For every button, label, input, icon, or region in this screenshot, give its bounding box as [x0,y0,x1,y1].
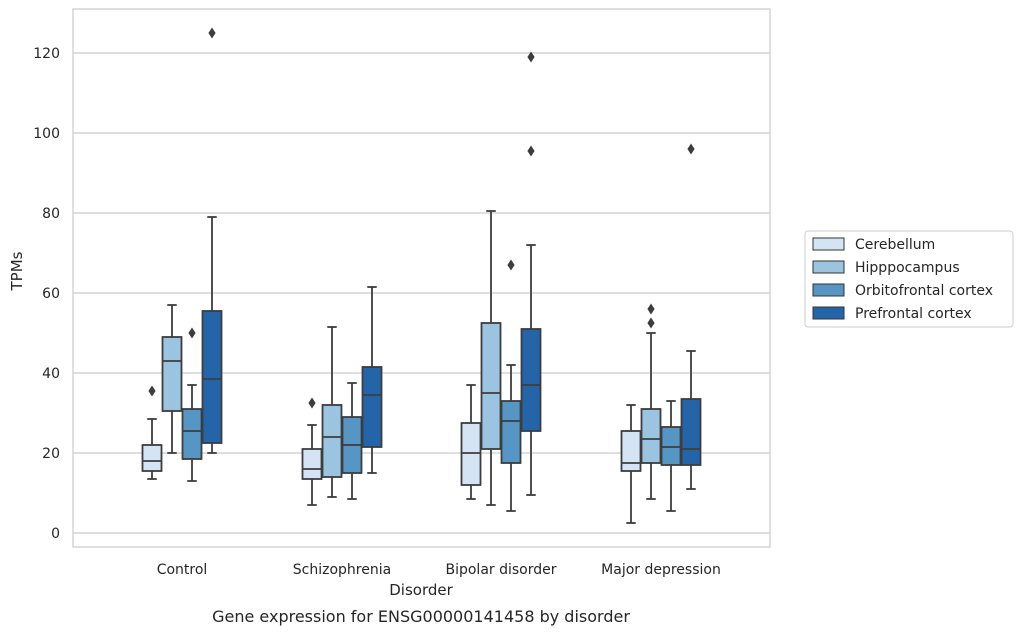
y-tick-label-3: 60 [42,286,60,302]
legend-swatch [812,283,845,297]
box-0-2 [181,327,203,482]
iqr-box [361,366,383,448]
y-tick-label-1: 20 [42,446,60,462]
legend-swatch [812,306,845,320]
box-2-2 [500,259,522,512]
y-tick-labels: 0 20 40 60 80 100 120 [33,46,60,542]
outlier-0 [527,145,535,157]
box-3-2 [660,400,682,512]
iqr-box [141,444,163,472]
iqr-box [321,404,343,478]
x-axis-label: Disorder [389,581,453,599]
box-3-0 [620,404,642,524]
x-tick-label-0: Control [157,562,208,578]
x-tick-label-3: Major depression [601,562,721,578]
iqr-box [660,426,682,466]
y-tick-label-2: 40 [42,366,60,382]
box-2-3 [520,51,542,496]
y-tick-label-0: 0 [51,526,60,542]
iqr-box [520,328,542,432]
legend-item-0: Cerebellum [812,237,935,253]
box-3-3 [680,143,702,490]
outlier-0 [188,327,196,339]
outlier-0 [208,27,216,39]
box-1-0 [301,397,323,506]
plot-frame [72,8,771,548]
iqr-box [680,398,702,466]
y-tick-label-6: 120 [33,46,60,62]
iqr-box [480,322,502,450]
iqr-box [161,336,183,412]
outlier-0 [308,397,316,409]
box-0-0 [141,385,163,480]
outlier-0 [687,143,695,155]
y-tick-label-5: 100 [33,126,60,142]
x-tick-label-1: Schizophrenia [293,562,391,578]
iqr-box [301,448,323,480]
outlier-0 [507,259,515,271]
legend-swatch [812,237,845,251]
legend-label: Cerebellum [855,237,935,253]
legend-frame [804,230,1014,328]
outlier-0 [647,317,655,329]
legend-item-1: Hipppocampus [812,260,960,276]
outlier-0 [148,385,156,397]
x-tick-labels: Control Schizophrenia Bipolar disorder Majo… [157,562,721,578]
box-layer [141,27,702,524]
box-2-1 [480,210,502,506]
box-1-2 [341,382,363,500]
box-0-3 [201,27,223,454]
box-0-1 [161,304,183,454]
chart-caption: Gene expression for ENSG00000141458 by d… [212,607,630,626]
box-1-1 [321,326,343,498]
box-1-3 [361,286,383,474]
legend: Cerebellum Hipppocampus Orbitofrontal cort… [804,230,1014,328]
box-2-0 [460,384,482,500]
legend-label: Prefrontal cortex [855,306,972,322]
outlier-1 [647,303,655,315]
iqr-box [640,408,662,464]
iqr-box [500,400,522,464]
x-tick-label-2: Bipolar disorder [445,562,556,578]
iqr-box [460,422,482,486]
legend-label: Hipppocampus [855,260,960,276]
iqr-box [181,408,203,460]
iqr-box [201,310,223,444]
iqr-box [620,430,642,472]
legend-swatch [812,260,845,274]
y-tick-label-4: 80 [42,206,60,222]
box-3-1 [640,303,662,500]
legend-label: Orbitofrontal cortex [855,283,993,299]
outlier-1 [527,51,535,63]
legend-item-3: Prefrontal cortex [812,306,972,322]
y-axis-label: TPMs [8,251,26,291]
legend-item-2: Orbitofrontal cortex [812,283,993,299]
